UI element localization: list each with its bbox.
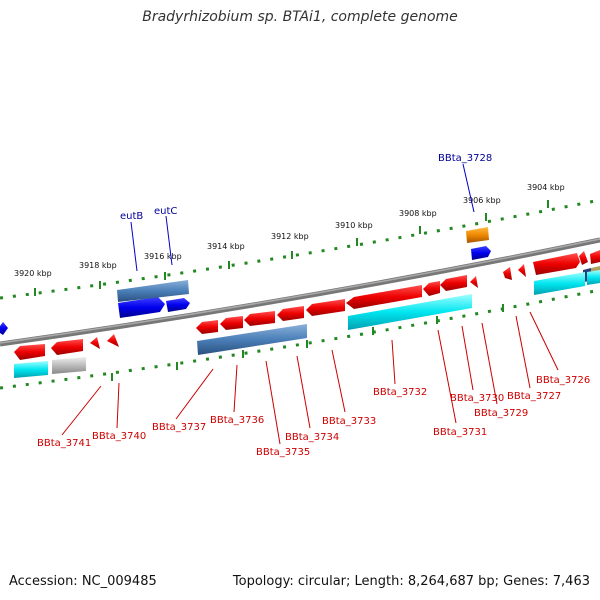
cds-box [348,294,472,330]
leader-line [515,315,531,389]
forward-genes [0,246,600,335]
leader-line [437,329,457,424]
leader-line [130,221,138,272]
reverse-cds [14,270,600,378]
gene-label-BBta_3729: BBta_3729 [474,408,528,419]
gene-label-BBta_3740: BBta_3740 [92,431,146,442]
cds-box [587,270,600,285]
gene-arrow [90,337,100,349]
top-labels: eutB eutC BBta_3728 [120,153,492,272]
gene-arrow [470,276,478,288]
gene-arrow [166,298,190,312]
gene-label-BBta_3730: BBta_3730 [450,393,504,404]
gene-arrow [51,339,83,355]
accession-text: Accession: NC_009485 [9,574,157,589]
gene-label-eutC: eutC [154,206,177,217]
gene-label-BBta_3728: BBta_3728 [438,153,492,164]
leader-line [296,355,311,429]
inner-ruler [0,288,600,390]
gene-arrow [244,311,275,326]
gene-arrow [518,264,526,277]
gene-label-BBta_3736: BBta_3736 [210,415,264,426]
inner-major-ticks [111,304,504,381]
leader-line [391,339,396,385]
gene-arrow [14,344,45,360]
genome-summary-text: Topology: circular; Length: 8,264,687 bp… [232,574,590,589]
leader-line [462,163,475,213]
gene-arrow [346,285,422,309]
gene-arrow [423,281,440,296]
gene-label-BBta_3726: BBta_3726 [536,375,590,386]
genome-backbone [0,237,600,347]
gene-label-BBta_3731: BBta_3731 [433,427,487,438]
leader-line [331,349,346,413]
outer-major-ticks [34,200,549,296]
cds-box [466,227,489,243]
leader-line [61,385,102,436]
cds-box [117,280,189,302]
gene-label-BBta_3732: BBta_3732 [373,387,427,398]
gene-arrow [277,306,304,321]
map-title: Bradyrhizobium sp. BTAi1, complete genom… [142,9,458,25]
leader-line [529,311,559,371]
ruler-label: 3916 kbp [144,252,182,261]
leader-line [461,325,474,391]
gene-label-BBta_3735: BBta_3735 [256,447,310,458]
ruler-label: 3918 kbp [79,261,117,270]
leader-line [116,382,120,429]
gene-arrow [503,267,512,280]
gene-label-BBta_3727: BBta_3727 [507,391,561,402]
reverse-genes [14,275,478,360]
cds-box [52,357,86,374]
genome-backbone-highlight [0,238,600,344]
gene-arrow [107,334,119,347]
gene-label-BBta_3737: BBta_3737 [152,422,206,433]
leader-line [175,368,214,420]
ruler-label: 3904 kbp [527,183,565,192]
ruler-label: 3910 kbp [335,221,373,230]
leader-line [165,215,173,266]
gene-arrow [590,250,600,264]
gene-label-BBta_3741: BBta_3741 [37,438,91,449]
gene-label-BBta_3734: BBta_3734 [285,432,339,443]
leader-line [233,364,238,413]
cds-box [534,272,585,295]
gene-arrow [533,253,580,275]
ruler-label: 3920 kbp [14,269,52,278]
gene-arrow [471,246,491,260]
gene-label-BBta_3733: BBta_3733 [322,416,376,427]
gene-arrow [440,275,467,291]
gene-arrow [0,322,8,335]
gene-arrow [579,251,588,265]
bottom-labels: BBta_3741 BBta_3740 BBta_3737 BBta_3736 … [37,311,590,458]
cds-box [197,324,307,355]
outer-ruler [0,198,600,300]
gene-arrow [118,297,165,318]
forward-cds [117,227,600,302]
ruler-label: 3908 kbp [399,209,437,218]
cds-box [14,361,48,378]
gene-arrow [220,316,243,330]
ruler-label: 3906 kbp [463,196,501,205]
leader-line [481,322,498,405]
ruler-label: 3914 kbp [207,242,245,251]
leader-line [265,360,281,445]
gene-arrow [196,320,218,334]
ruler-labels: 3920 kbp 3918 kbp 3916 kbp 3914 kbp 3912… [14,183,565,278]
ruler-label: 3912 kbp [271,232,309,241]
gene-label-eutB: eutB [120,211,143,222]
gene-arrow [306,299,345,316]
